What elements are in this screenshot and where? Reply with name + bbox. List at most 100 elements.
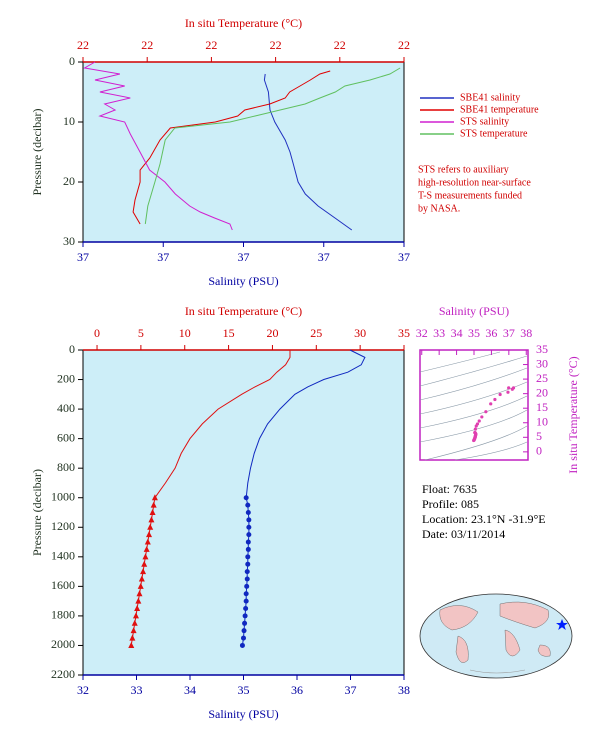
marker (244, 569, 250, 575)
y-axis-title: Pressure (decibar) (30, 109, 44, 196)
marker (132, 612, 139, 619)
ts-point (493, 397, 497, 402)
float-info: Location: 23.1°N -31.9°E (422, 512, 546, 526)
x-tick-label: 32 (416, 326, 428, 340)
note-line: T-S measurements funded (418, 190, 522, 201)
x2-axis-title: In situ Temperature (°C) (185, 16, 302, 30)
y-tick-label: 600 (57, 430, 75, 444)
profile-line (263, 73, 353, 231)
y-tick-label: 0 (536, 444, 542, 458)
x-tick-label: 37 (503, 326, 515, 340)
float-info: Profile: 085 (422, 497, 479, 511)
x-tick-label: 37 (398, 250, 410, 264)
x-tick-label: 38 (398, 683, 410, 697)
y-axis-title: In situ Temperature (°C) (566, 356, 580, 473)
marker (137, 582, 144, 589)
ts-point (498, 392, 502, 397)
marker (245, 502, 251, 508)
y-tick-label: 20 (536, 385, 548, 399)
marker (243, 606, 249, 612)
y-tick-label: 1800 (51, 608, 75, 622)
profile-line (245, 349, 366, 498)
x-axis-title: Salinity (PSU) (208, 274, 278, 288)
y-tick-label: 200 (57, 371, 75, 385)
marker (135, 597, 142, 604)
marker (246, 524, 252, 530)
marker (241, 635, 246, 641)
world-map (419, 593, 573, 679)
plot-area (82, 61, 405, 243)
y-tick-label: 30 (63, 234, 75, 248)
marker (141, 560, 148, 567)
y-tick-label: 30 (536, 356, 548, 370)
ts-point (484, 410, 488, 414)
y-tick-label: 25 (536, 371, 548, 385)
y-tick-label: 35 (536, 342, 548, 356)
ts-point (489, 402, 493, 406)
marker (243, 591, 249, 597)
marker (143, 545, 150, 552)
marker (244, 583, 250, 589)
marker (128, 641, 135, 648)
legend-label: STS salinity (460, 116, 509, 127)
x2-tick-label: 5 (138, 326, 144, 340)
marker (148, 516, 155, 523)
marker (246, 517, 252, 523)
marker (136, 590, 143, 597)
marker (245, 554, 251, 560)
x-tick-label: 33 (131, 683, 143, 697)
y-tick-label: 10 (63, 114, 75, 128)
x2-tick-label: 22 (398, 38, 410, 52)
ts-point (472, 438, 476, 443)
ts-point (480, 415, 484, 419)
x2-tick-label: 22 (334, 38, 346, 52)
marker (241, 628, 247, 634)
marker (244, 576, 250, 582)
y-tick-label: 1200 (51, 519, 75, 533)
y-tick-label: 5 (536, 429, 542, 443)
marker (245, 561, 251, 567)
x2-tick-label: 15 (223, 326, 235, 340)
x-tick-label: 35 (238, 683, 250, 697)
x2-tick-label: 10 (179, 326, 191, 340)
note-line: STS refers to auxiliary (418, 164, 509, 175)
marker (144, 538, 151, 545)
profile-line (144, 67, 401, 225)
y-tick-label: 400 (57, 401, 75, 415)
marker (142, 553, 149, 560)
y-tick-label: 10 (536, 415, 548, 429)
x2-tick-label: 0 (94, 326, 100, 340)
legend-label: SBE41 salinity (460, 92, 520, 103)
x-tick-label: 37 (77, 250, 89, 264)
marker (140, 568, 147, 575)
ts-point (473, 427, 477, 431)
marker (245, 510, 251, 515)
x-tick-label: 34 (451, 326, 463, 340)
marker (246, 532, 252, 538)
legend-label: SBE41 temperature (460, 104, 539, 115)
x2-tick-label: 35 (398, 326, 410, 340)
float-info: Date: 03/11/2014 (422, 527, 505, 541)
x2-tick-label: 22 (141, 38, 153, 52)
marker (242, 613, 248, 619)
float-info: Float: 7635 (422, 482, 477, 496)
marker (242, 620, 248, 626)
marker (151, 494, 158, 501)
x2-tick-label: 20 (266, 326, 278, 340)
x2-tick-label: 22 (205, 38, 217, 52)
x-tick-label: 38 (520, 326, 532, 340)
marker (149, 509, 156, 515)
y-tick-label: 0 (69, 54, 75, 68)
y-axis-title: Pressure (decibar) (30, 469, 44, 556)
plot-area (419, 349, 529, 461)
profile-line (132, 70, 331, 225)
marker (243, 495, 249, 501)
x2-tick-label: 25 (310, 326, 322, 340)
ts-point (477, 419, 481, 423)
profile-line (154, 350, 291, 498)
x2-tick-label: 30 (354, 326, 366, 340)
marker (239, 642, 245, 648)
marker (138, 575, 145, 582)
plot-area (82, 349, 405, 676)
